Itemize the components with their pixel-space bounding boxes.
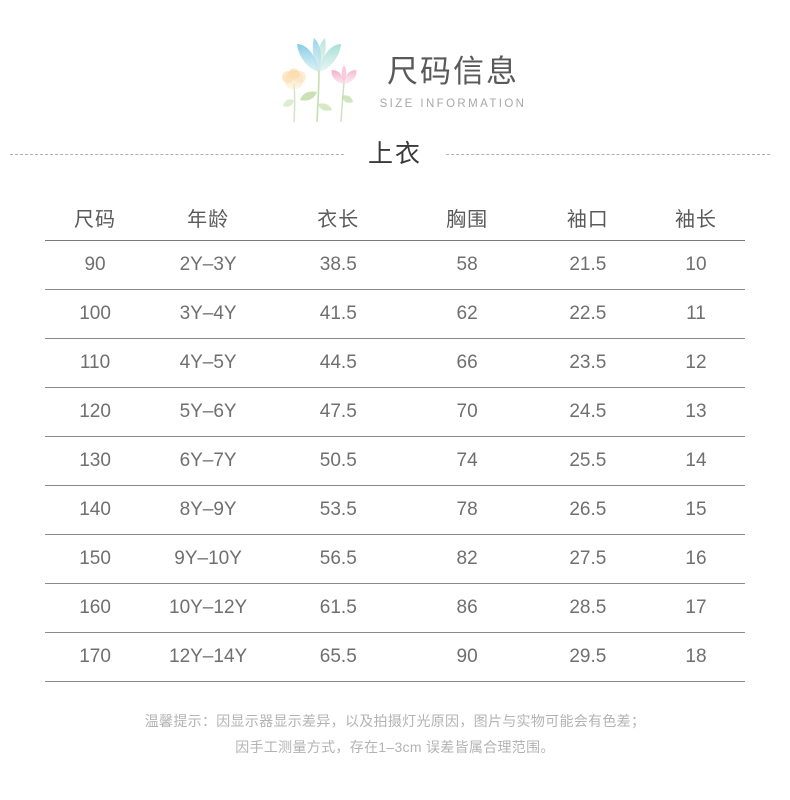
table-row: 90 2Y–3Y 38.5 58 21.5 10 xyxy=(45,240,745,290)
cell-cuff: 22.5 xyxy=(528,289,647,339)
watercolor-flowers-icon xyxy=(264,30,374,130)
cell-age: 10Y–12Y xyxy=(145,583,272,633)
cell-age: 3Y–4Y xyxy=(145,289,272,339)
table-head: 尺码 年龄 衣长 胸围 袖口 袖长 xyxy=(45,194,745,241)
cell-age: 8Y–9Y xyxy=(145,485,272,535)
section-divider: 上衣 xyxy=(0,132,790,178)
cell-bust: 82 xyxy=(405,534,529,584)
column-header-bust: 胸围 xyxy=(446,208,489,231)
cell-age: 5Y–6Y xyxy=(145,387,272,437)
cell-cuff: 28.5 xyxy=(528,583,647,633)
page-header: 尺码信息 SIZE INFORMATION xyxy=(0,0,790,130)
cell-length: 53.5 xyxy=(271,485,406,535)
cell-age: 9Y–10Y xyxy=(145,534,272,584)
cell-size: 100 xyxy=(45,289,146,339)
cell-length: 56.5 xyxy=(271,534,406,584)
cell-cuff: 26.5 xyxy=(528,485,647,535)
cell-bust: 86 xyxy=(405,583,529,633)
table-row: 100 3Y–4Y 41.5 62 22.5 11 xyxy=(45,289,745,339)
cell-length: 41.5 xyxy=(271,289,406,339)
cell-age: 12Y–14Y xyxy=(145,632,272,682)
cell-bust: 90 xyxy=(405,632,529,682)
cell-age: 4Y–5Y xyxy=(145,338,272,388)
cell-sleeve: 11 xyxy=(646,289,745,339)
disclaimer-note: 温馨提示：因显示器显示差异，以及拍摄灯光原因，图片与实物可能会有色差； 因手工测… xyxy=(0,708,790,760)
size-table: 尺码 年龄 衣长 胸围 袖口 袖长 90 2Y–3Y 38.5 58 21.5 … xyxy=(45,194,745,682)
table-header-row: 尺码 年龄 衣长 胸围 袖口 袖长 xyxy=(45,194,745,241)
cell-bust: 66 xyxy=(405,338,529,388)
table-row: 170 12Y–14Y 65.5 90 29.5 18 xyxy=(45,632,745,682)
table-row: 150 9Y–10Y 56.5 82 27.5 16 xyxy=(45,534,745,584)
cell-size: 90 xyxy=(45,240,146,290)
cell-size: 140 xyxy=(45,485,146,535)
cell-sleeve: 16 xyxy=(646,534,745,584)
section-title: 上衣 xyxy=(345,132,445,176)
size-table-wrapper: 尺码 年龄 衣长 胸围 袖口 袖长 90 2Y–3Y 38.5 58 21.5 … xyxy=(0,194,790,682)
column-header-size: 尺码 xyxy=(74,208,117,231)
cell-length: 38.5 xyxy=(271,240,406,290)
cell-bust: 74 xyxy=(405,436,529,486)
cell-bust: 58 xyxy=(405,240,529,290)
page-subtitle: SIZE INFORMATION xyxy=(379,97,527,110)
table-row: 120 5Y–6Y 47.5 70 24.5 13 xyxy=(45,387,745,437)
column-header-cuff: 袖口 xyxy=(566,208,609,231)
table-row: 140 8Y–9Y 53.5 78 26.5 15 xyxy=(45,485,745,535)
cell-size: 170 xyxy=(45,632,146,682)
table-row: 110 4Y–5Y 44.5 66 23.5 12 xyxy=(45,338,745,388)
cell-age: 2Y–3Y xyxy=(145,240,272,290)
column-header-length: 衣长 xyxy=(317,208,360,231)
cell-size: 130 xyxy=(45,436,146,486)
cell-length: 65.5 xyxy=(271,632,406,682)
cell-size: 110 xyxy=(45,338,146,388)
disclaimer-line-2: 因手工测量方式，存在1–3cm 误差皆属合理范围。 xyxy=(235,739,555,755)
cell-age: 6Y–7Y xyxy=(145,436,272,486)
cell-size: 150 xyxy=(45,534,146,584)
cell-length: 61.5 xyxy=(271,583,406,633)
cell-length: 44.5 xyxy=(271,338,406,388)
cell-sleeve: 15 xyxy=(646,485,745,535)
cell-bust: 70 xyxy=(405,387,529,437)
cell-cuff: 27.5 xyxy=(528,534,647,584)
cell-bust: 62 xyxy=(405,289,529,339)
column-header-age: 年龄 xyxy=(187,208,230,231)
cell-length: 47.5 xyxy=(271,387,406,437)
header-content: 尺码信息 SIZE INFORMATION xyxy=(0,30,790,130)
cell-sleeve: 18 xyxy=(646,632,745,682)
page-title: 尺码信息 xyxy=(386,54,519,90)
column-header-sleeve: 袖长 xyxy=(674,208,717,231)
cell-length: 50.5 xyxy=(271,436,406,486)
table-body: 90 2Y–3Y 38.5 58 21.5 10 100 3Y–4Y 41.5 … xyxy=(45,240,745,682)
cell-cuff: 25.5 xyxy=(528,436,647,486)
cell-sleeve: 10 xyxy=(646,240,745,290)
cell-sleeve: 13 xyxy=(646,387,745,437)
disclaimer-line-1: 温馨提示：因显示器显示差异，以及拍摄灯光原因，图片与实物可能会有色差； xyxy=(144,713,646,729)
table-row: 160 10Y–12Y 61.5 86 28.5 17 xyxy=(45,583,745,633)
title-block: 尺码信息 SIZE INFORMATION xyxy=(380,50,527,110)
cell-sleeve: 12 xyxy=(646,338,745,388)
cell-size: 160 xyxy=(45,583,146,633)
cell-sleeve: 14 xyxy=(646,436,745,486)
cell-sleeve: 17 xyxy=(646,583,745,633)
cell-bust: 78 xyxy=(405,485,529,535)
cell-cuff: 29.5 xyxy=(528,632,647,682)
cell-cuff: 24.5 xyxy=(528,387,647,437)
cell-cuff: 23.5 xyxy=(528,338,647,388)
cell-size: 120 xyxy=(45,387,146,437)
cell-cuff: 21.5 xyxy=(528,240,647,290)
table-row: 130 6Y–7Y 50.5 74 25.5 14 xyxy=(45,436,745,486)
